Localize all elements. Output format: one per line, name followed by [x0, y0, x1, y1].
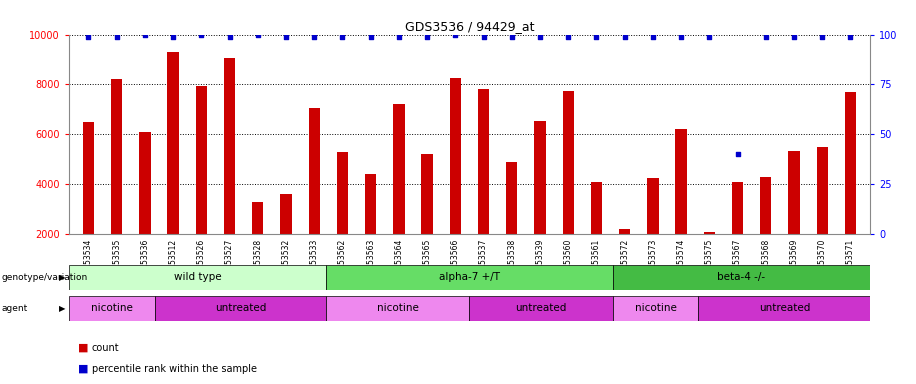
- Point: [533, 33, 548, 40]
- Point: [223, 33, 237, 40]
- Point: [82, 33, 96, 40]
- Text: wild type: wild type: [174, 272, 222, 283]
- Bar: [196, 86, 207, 284]
- Text: untreated: untreated: [758, 303, 810, 313]
- Bar: [421, 154, 432, 284]
- Bar: [252, 202, 264, 284]
- Bar: [478, 89, 489, 284]
- Bar: [562, 91, 573, 284]
- Text: count: count: [92, 343, 119, 353]
- Text: percentile rank within the sample: percentile rank within the sample: [92, 364, 256, 374]
- Text: genotype/variation: genotype/variation: [2, 273, 88, 282]
- Text: ■: ■: [78, 364, 88, 374]
- Point: [109, 33, 124, 40]
- Point: [646, 33, 660, 40]
- Text: alpha-7 +/T: alpha-7 +/T: [439, 272, 500, 283]
- Bar: [591, 182, 602, 284]
- Bar: [365, 174, 376, 284]
- Bar: [507, 162, 518, 284]
- Bar: [168, 52, 179, 284]
- Point: [589, 33, 604, 40]
- Text: ▶: ▶: [60, 304, 66, 313]
- Bar: [816, 147, 828, 284]
- Point: [420, 33, 434, 40]
- Bar: [648, 178, 659, 284]
- Bar: [450, 78, 461, 284]
- Point: [702, 33, 716, 40]
- Title: GDS3536 / 94429_at: GDS3536 / 94429_at: [405, 20, 534, 33]
- Point: [194, 31, 209, 38]
- Point: [448, 31, 463, 38]
- Text: ▶: ▶: [60, 273, 66, 282]
- Bar: [619, 229, 630, 284]
- Point: [307, 33, 322, 40]
- Bar: [789, 151, 800, 284]
- Bar: [82, 122, 94, 284]
- Bar: [760, 177, 771, 284]
- Point: [561, 33, 575, 40]
- Point: [758, 33, 773, 40]
- Bar: [698, 296, 870, 321]
- Bar: [326, 265, 613, 290]
- Text: nicotine: nicotine: [377, 303, 419, 313]
- Text: ■: ■: [78, 343, 88, 353]
- Bar: [845, 92, 856, 284]
- Point: [674, 33, 689, 40]
- Bar: [613, 296, 698, 321]
- Bar: [732, 182, 743, 284]
- Point: [787, 33, 802, 40]
- Bar: [703, 232, 715, 284]
- Bar: [534, 121, 546, 284]
- Point: [815, 33, 830, 40]
- Bar: [393, 104, 405, 284]
- Point: [391, 33, 406, 40]
- Bar: [111, 79, 123, 284]
- Text: nicotine: nicotine: [635, 303, 676, 313]
- Bar: [309, 108, 320, 284]
- Point: [843, 33, 857, 40]
- Point: [476, 33, 491, 40]
- Bar: [326, 296, 469, 321]
- Text: agent: agent: [2, 304, 28, 313]
- Bar: [139, 132, 150, 284]
- Bar: [224, 58, 235, 284]
- Point: [364, 33, 378, 40]
- Text: untreated: untreated: [516, 303, 567, 313]
- Text: untreated: untreated: [214, 303, 267, 313]
- Bar: [337, 152, 348, 284]
- Point: [505, 33, 519, 40]
- Bar: [69, 296, 155, 321]
- Bar: [469, 296, 613, 321]
- Text: beta-4 -/-: beta-4 -/-: [717, 272, 766, 283]
- Point: [166, 33, 180, 40]
- Bar: [69, 265, 326, 290]
- Bar: [675, 129, 687, 284]
- Bar: [155, 296, 326, 321]
- Bar: [280, 194, 291, 284]
- Text: nicotine: nicotine: [91, 303, 133, 313]
- Point: [730, 151, 745, 157]
- Point: [137, 31, 152, 38]
- Point: [250, 31, 265, 38]
- Point: [617, 33, 632, 40]
- Bar: [613, 265, 870, 290]
- Point: [335, 33, 350, 40]
- Point: [278, 33, 293, 40]
